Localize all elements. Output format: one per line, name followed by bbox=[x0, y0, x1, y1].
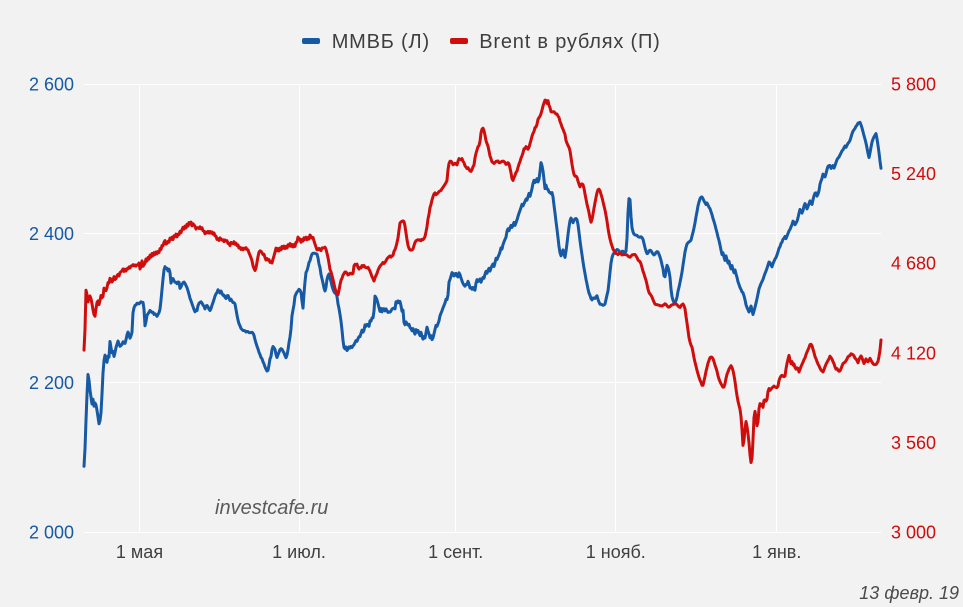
svg-text:2 400: 2 400 bbox=[29, 224, 74, 244]
svg-text:4 680: 4 680 bbox=[891, 254, 936, 274]
svg-text:3 560: 3 560 bbox=[891, 433, 936, 453]
svg-text:2 000: 2 000 bbox=[29, 523, 74, 543]
svg-text:1 сент.: 1 сент. bbox=[428, 542, 483, 562]
svg-text:1 янв.: 1 янв. bbox=[752, 542, 801, 562]
svg-text:3 000: 3 000 bbox=[891, 523, 936, 543]
svg-text:1 июл.: 1 июл. bbox=[272, 542, 326, 562]
svg-text:2 200: 2 200 bbox=[29, 373, 74, 393]
svg-text:2 600: 2 600 bbox=[29, 75, 74, 95]
svg-text:4 120: 4 120 bbox=[891, 343, 936, 363]
svg-text:1 нояб.: 1 нояб. bbox=[586, 542, 646, 562]
svg-text:5 240: 5 240 bbox=[891, 164, 936, 184]
svg-text:5 800: 5 800 bbox=[891, 75, 936, 95]
svg-text:1 мая: 1 мая bbox=[116, 542, 163, 562]
